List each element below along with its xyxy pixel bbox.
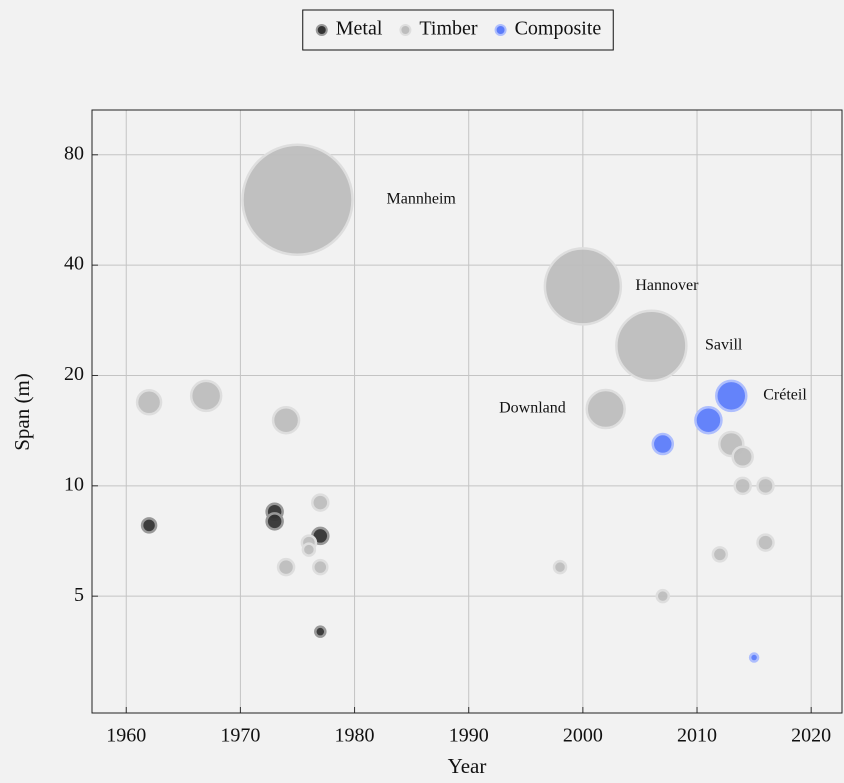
bubble: [733, 476, 752, 496]
bubble: [756, 476, 775, 496]
plot-frame: [91, 109, 843, 714]
y-tick-label: 10: [64, 473, 84, 495]
annotation: Downland: [499, 400, 566, 417]
bubble: [301, 542, 317, 557]
annotation: Hannover: [635, 277, 699, 294]
legend-marker: [494, 24, 507, 36]
annotation: Savill: [705, 336, 743, 353]
bubble: [748, 652, 760, 663]
legend-marker: [399, 24, 412, 36]
x-axis-label: Year: [448, 754, 487, 778]
bubble: [694, 405, 723, 435]
legend-label: Composite: [515, 18, 602, 40]
bubble: [711, 546, 729, 563]
x-tick-label: 2000: [563, 725, 603, 747]
annotation: Créteil: [763, 387, 807, 404]
bubble: [585, 388, 626, 430]
x-tick-label: 2010: [677, 725, 717, 747]
bubble: [276, 557, 296, 577]
bubble: [311, 493, 330, 512]
bubble: [271, 405, 301, 435]
bubble: [241, 143, 354, 257]
x-tick-label: 2020: [791, 725, 831, 747]
y-tick-label: 5: [74, 584, 84, 606]
bubble: [731, 445, 754, 469]
bubble: [314, 625, 327, 638]
legend-box: [302, 9, 614, 51]
legend-label: Metal: [336, 18, 383, 40]
y-tick-label: 40: [64, 253, 84, 275]
y-axis-label: Span (m): [10, 373, 34, 451]
x-tick-label: 1960: [106, 725, 146, 747]
bubble: [715, 379, 748, 413]
legend-marker: [315, 24, 328, 36]
legend-label: Timber: [419, 18, 478, 40]
bubble: [189, 379, 223, 413]
bubble: [651, 432, 675, 456]
annotation: Mannheim: [387, 190, 457, 207]
bubble: [140, 517, 158, 534]
bubble: [265, 512, 284, 531]
x-tick-label: 1970: [220, 725, 260, 747]
x-tick-label: 1980: [335, 725, 375, 747]
bubble: [543, 247, 623, 326]
bubble: [312, 558, 329, 576]
y-tick-label: 80: [64, 142, 84, 164]
bubble: [655, 588, 671, 604]
bubble: [615, 309, 688, 383]
x-tick-label: 1990: [449, 725, 489, 747]
bubble: [552, 559, 568, 575]
bubble: [756, 533, 775, 552]
bubble: [135, 389, 163, 416]
y-tick-label: 20: [64, 363, 84, 385]
legend: Metal Timber Composite: [302, 9, 614, 51]
